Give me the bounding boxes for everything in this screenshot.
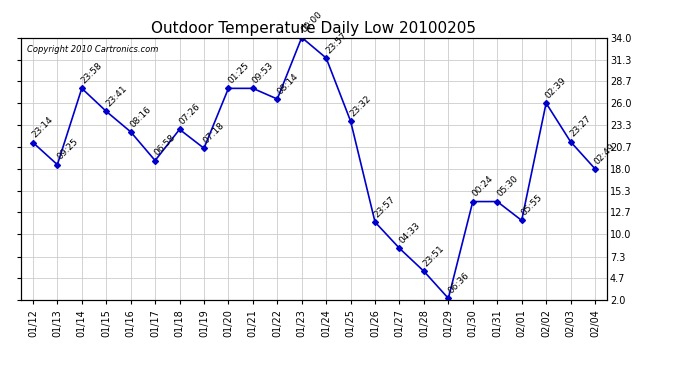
Text: Copyright 2010 Cartronics.com: Copyright 2010 Cartronics.com [26,45,158,54]
Text: 08:14: 08:14 [275,72,299,96]
Text: 23:41: 23:41 [104,84,128,108]
Title: Outdoor Temperature Daily Low 20100205: Outdoor Temperature Daily Low 20100205 [151,21,477,36]
Text: 09:53: 09:53 [250,61,275,86]
Text: 07:26: 07:26 [177,102,202,127]
Text: 23:57: 23:57 [324,31,348,55]
Text: 00:24: 00:24 [471,174,495,199]
Text: 09:25: 09:25 [55,137,80,162]
Text: 23:51: 23:51 [422,244,446,268]
Text: 06:36: 06:36 [446,271,471,296]
Text: 02:39: 02:39 [544,76,569,100]
Text: 23:27: 23:27 [569,114,593,139]
Text: 07:18: 07:18 [201,121,226,146]
Text: 23:57: 23:57 [373,195,397,219]
Text: 00:00: 00:00 [299,10,324,35]
Text: 01:25: 01:25 [226,61,250,86]
Text: 23:14: 23:14 [31,115,55,140]
Text: 04:33: 04:33 [397,221,422,246]
Text: 05:30: 05:30 [495,174,520,199]
Text: 02:49: 02:49 [593,141,618,166]
Text: 08:16: 08:16 [128,104,153,129]
Text: 06:58: 06:58 [153,133,177,158]
Text: 05:55: 05:55 [520,193,544,217]
Text: 23:58: 23:58 [79,61,104,86]
Text: 23:32: 23:32 [348,94,373,118]
